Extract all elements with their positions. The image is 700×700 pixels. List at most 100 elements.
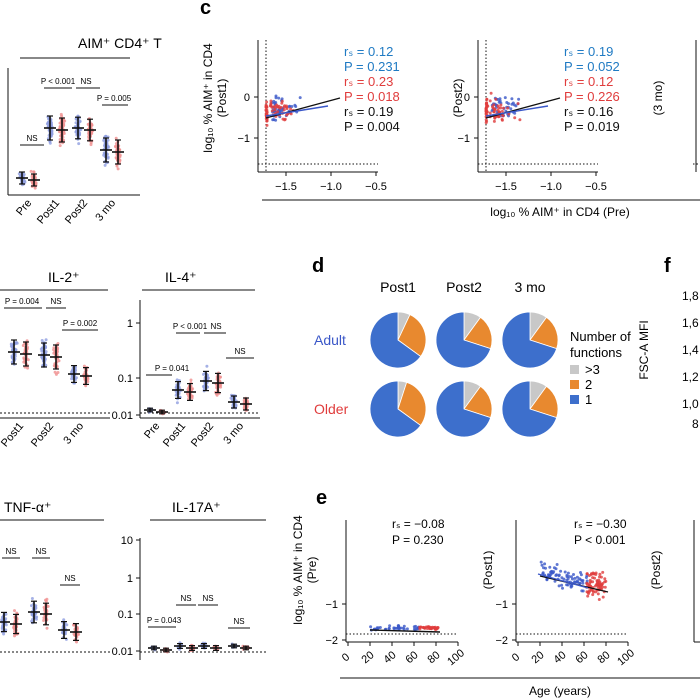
data-point [275,103,279,107]
data-point [270,105,274,109]
data-point [72,623,75,627]
data-point [34,181,38,185]
bracket-label: NS [35,547,46,556]
y-tick-label: −2 [325,635,338,647]
data-point [45,626,49,630]
x-tick-label: Post2 [63,197,90,226]
data-point [52,346,56,350]
data-point [544,566,547,570]
pie-row-label-older: Older [314,401,349,417]
data-point [485,119,489,123]
y-tick-label: −1 [325,599,338,611]
stat-label: P = 0.004 [344,119,400,134]
data-point [30,619,34,623]
bracket-label: NS [210,322,221,331]
data-point [506,106,510,110]
x-tick-label: 20 [360,649,377,666]
data-point [283,117,287,121]
data-point [82,364,86,368]
data-point [114,136,118,140]
data-point [377,626,380,630]
panel-c: c log₁₀ % AIM⁺ in CD4 (Post1) (Post2) (3… [200,0,700,219]
fit-line [537,573,589,589]
data-point [549,570,553,574]
legend-label: 2 [585,377,592,392]
data-point [494,97,498,101]
data-point [502,106,505,110]
data-point [497,115,501,119]
data-point [215,393,219,397]
panel-e-xlabel: Age (years) [529,684,591,698]
data-point [565,583,569,587]
data-point [13,634,16,638]
data-point [539,560,543,564]
data-point [590,588,594,592]
pie-column-label: Post2 [446,279,482,295]
panel-il17-title: IL-17A⁺ [172,499,221,515]
data-point [102,139,106,142]
data-point [572,573,575,576]
panel-c-ylabel-sub: (3 mo) [651,81,665,116]
stat-label: P = 0.052 [564,59,620,74]
x-tick-label: −1.0 [540,181,562,193]
x-tick-label: −1.5 [275,181,297,193]
data-point [269,99,273,103]
fit-line [369,629,441,633]
data-point [591,580,595,584]
data-point [265,105,269,109]
pie-column-label: Post1 [380,279,416,295]
x-tick-label: −0.5 [365,181,387,193]
bracket-label: P < 0.001 [41,77,76,86]
data-point [553,579,557,583]
data-point [436,626,440,629]
data-point [569,575,573,579]
pie-slice [435,311,492,369]
x-tick-label: Pre [14,197,34,218]
y-tick-label: 1,8 [682,289,699,303]
pie-slice [435,380,492,438]
data-point [396,624,400,628]
data-point [70,377,74,381]
x-tick-label: 3 mo [61,420,86,446]
data-point [555,563,559,566]
y-tick-label: 1 [127,318,133,330]
x-tick-label: 100 [445,647,467,668]
bracket-label: NS [234,347,245,356]
panel-e-ylabel-sub: (Post1) [481,551,495,590]
bracket-label: P = 0.005 [97,94,132,103]
data-point [594,583,598,587]
y-tick-label: 1 [127,573,133,585]
data-point [541,571,545,575]
y-tick-label: 0 [244,92,250,104]
stat-label: rₛ = 0.23 [344,74,393,89]
data-point [591,593,595,597]
data-point [518,118,522,122]
panel-il17a: IL-17A⁺ 10 1 0.1 0.01 P = 0.043 NS NS NS [112,499,266,660]
data-point [589,584,593,588]
data-point [44,598,47,602]
panel-e1-x-ticks: 0 20 40 60 80 100 [340,642,467,668]
pie-slice [397,381,427,427]
data-point [104,134,108,138]
data-point [189,378,193,382]
data-point [559,569,563,573]
panel-e2-x-ticks: 0 20 40 60 80 100 [510,642,637,668]
y-tick-label: −1 [495,599,508,611]
y-tick-label: 1,6 [682,316,699,330]
data-point [412,625,416,629]
data-point [554,574,558,577]
data-point [13,609,16,613]
x-tick-label: Post2 [189,420,216,449]
data-point [566,571,570,575]
data-point [298,96,302,100]
x-tick-label: 100 [615,647,637,668]
y-tick-label: −1 [237,133,250,145]
y-tick-label: −2 [495,635,508,647]
data-point [489,91,493,95]
data-point [175,401,179,405]
data-point [543,562,547,566]
x-tick-label: Pre [142,420,162,441]
panel-c-ylabel: log₁₀ % AIM⁺ in CD4 [201,43,215,153]
data-point [42,619,46,622]
